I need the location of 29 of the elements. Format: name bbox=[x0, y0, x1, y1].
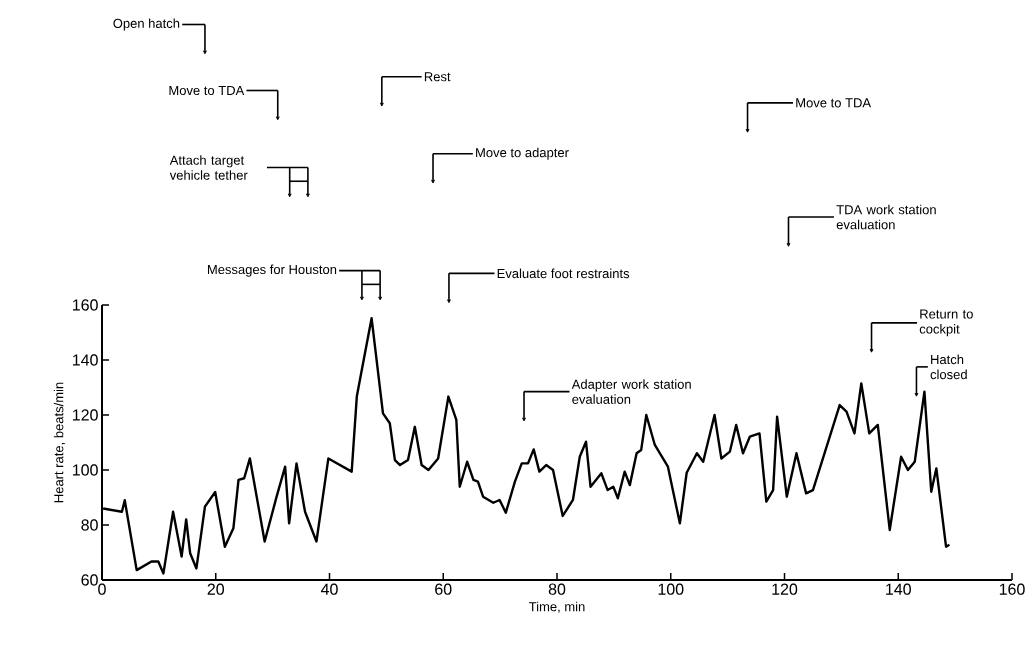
text: Rest bbox=[424, 72, 451, 82]
text: Move to adapter bbox=[476, 147, 569, 160]
text: Messages for Houston bbox=[207, 264, 337, 277]
y-axis-title: Heart rate, beats/min bbox=[53, 382, 65, 503]
text: Attach target vehicle tether bbox=[169, 155, 248, 180]
x-tick-label: 40 bbox=[320, 583, 338, 595]
text: Open hatch bbox=[113, 18, 180, 31]
x-tick-label: 80 bbox=[548, 583, 566, 595]
y-tick-label: 120 bbox=[73, 409, 98, 421]
y-tick-label: 60 bbox=[81, 574, 98, 586]
x-tick-label: 160 bbox=[999, 583, 1025, 595]
x-tick-label: 20 bbox=[207, 583, 225, 595]
x-tick-label: 60 bbox=[435, 583, 452, 595]
annotation: Return to cockpit bbox=[919, 309, 973, 337]
y-tick-label: 80 bbox=[81, 519, 98, 531]
x-tick-label: 100 bbox=[658, 583, 684, 595]
y-tick-label: 160 bbox=[73, 299, 98, 311]
text: Move to TDA bbox=[796, 98, 872, 108]
annotation: Hatch closed bbox=[930, 354, 967, 380]
annotation: Adapter work station evaluation bbox=[571, 379, 691, 404]
x-tick-label: 0 bbox=[98, 583, 106, 595]
text: Move to TDA bbox=[169, 85, 245, 96]
text: Evaluate foot restraints bbox=[497, 268, 630, 279]
y-tick-label: 140 bbox=[73, 354, 98, 366]
text: TDA work station evaluation bbox=[836, 204, 936, 230]
y-tick-label: 100 bbox=[73, 464, 98, 476]
x-axis-title: Time, min bbox=[529, 601, 585, 613]
x-tick-label: 120 bbox=[772, 583, 798, 595]
x-tick-label: 140 bbox=[886, 583, 911, 595]
